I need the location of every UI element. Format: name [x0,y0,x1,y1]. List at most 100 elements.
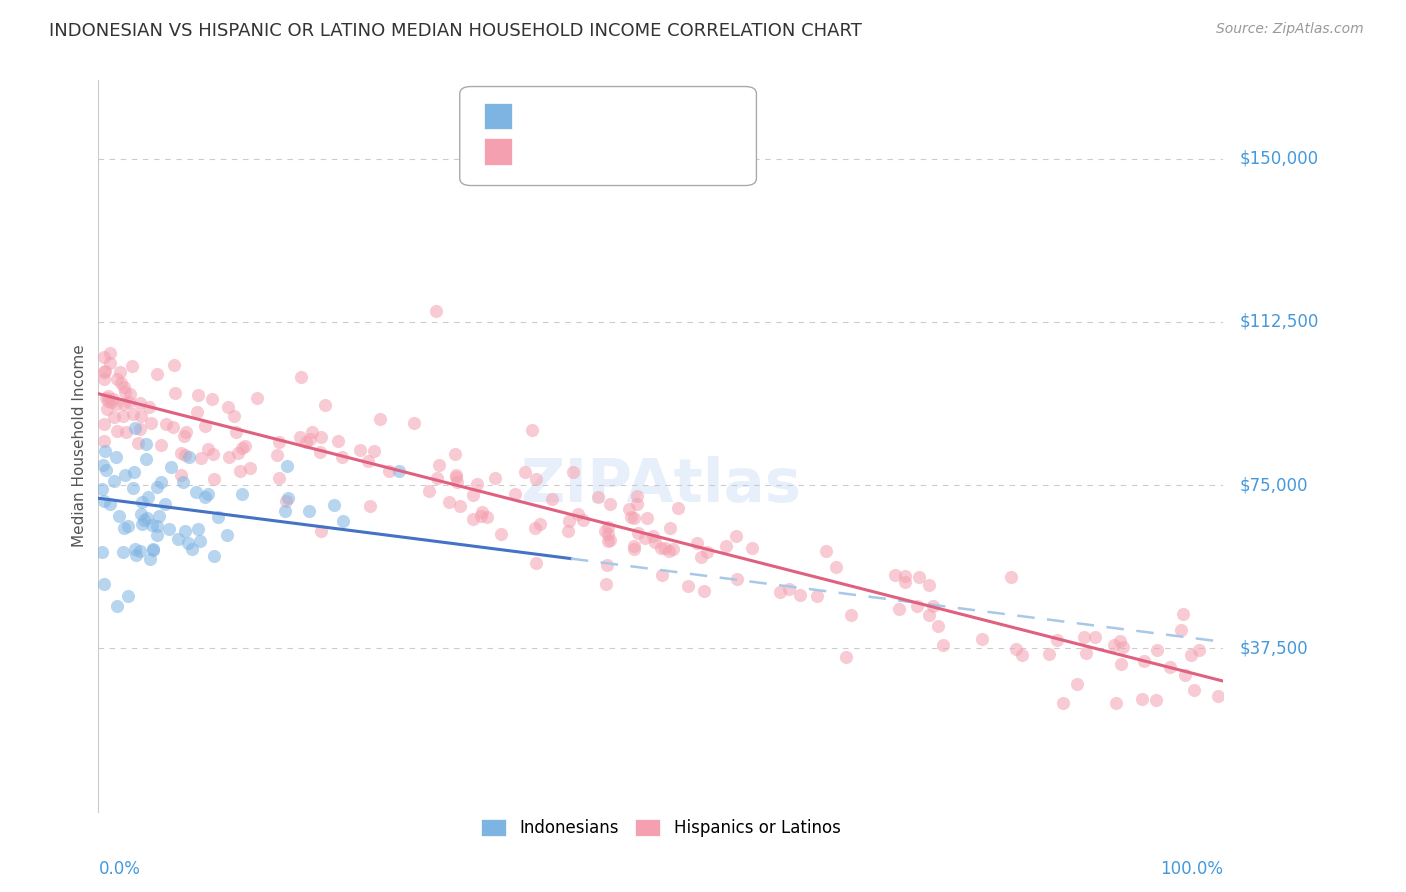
Point [112,521,135,535]
Point [1011,648,1033,663]
Point [567,507,589,521]
Point [239,460,262,475]
Point [194,490,217,504]
Point [889,602,911,616]
Point [789,588,811,602]
Point [188,534,211,549]
Point [970,632,993,646]
Point [905,599,928,613]
Point [114,425,136,439]
Point [105,599,128,614]
Point [449,499,471,513]
Point [299,433,322,447]
Point [623,541,645,556]
Point [834,649,856,664]
Point [1144,693,1167,707]
Point [596,519,619,533]
Point [596,534,619,549]
Point [173,449,195,463]
Point [894,569,917,583]
Point [626,490,648,504]
Point [177,536,200,550]
Point [105,371,128,385]
Point [170,446,193,460]
Point [174,425,197,439]
Point [138,400,160,414]
Point [226,445,249,459]
Point [778,582,800,596]
Point [1074,647,1097,661]
Point [200,392,222,406]
Legend: Indonesians, Hispanics or Latinos: Indonesians, Hispanics or Latinos [474,812,848,844]
Point [105,450,128,464]
Text: $150,000: $150,000 [1240,150,1319,168]
Point [186,405,208,419]
Point [93,434,115,449]
Point [129,396,152,410]
Point [437,495,460,509]
Point [1052,696,1074,710]
Point [202,472,225,486]
Point [93,365,115,379]
Point [277,491,299,505]
Point [593,524,616,538]
Point [103,475,125,489]
Point [524,557,547,571]
Point [103,392,125,407]
Point [427,458,450,473]
Text: $112,500: $112,500 [1240,313,1319,331]
Point [298,504,321,518]
Point [636,511,658,525]
Point [1206,689,1229,703]
Point [96,401,118,416]
Text: Source: ZipAtlas.com: Source: ZipAtlas.com [1216,22,1364,37]
Point [159,459,181,474]
Point [927,618,949,632]
Point [643,529,665,543]
Point [294,435,316,450]
Point [163,386,186,401]
Point [100,394,122,409]
Point [484,471,506,485]
Text: $75,000: $75,000 [1240,476,1309,494]
Point [503,487,526,501]
Point [1108,634,1130,648]
Point [689,549,711,564]
Point [444,470,467,484]
Point [90,545,112,559]
Point [623,540,645,554]
Point [274,504,297,518]
Point [654,541,676,556]
Point [157,523,180,537]
Point [93,444,115,458]
Point [135,511,157,525]
Point [418,483,440,498]
Point [98,356,121,370]
Point [446,467,468,482]
Point [1180,648,1202,662]
Point [359,499,381,513]
Point [290,369,312,384]
Point [187,522,209,536]
Point [202,447,225,461]
Point [117,589,139,603]
Point [190,450,212,465]
Point [207,510,229,524]
Point [90,482,112,496]
Point [617,501,640,516]
Point [301,425,323,439]
Point [94,364,117,378]
Text: R = -0.831   N = 201: R = -0.831 N = 201 [522,143,696,161]
Point [572,513,595,527]
Point [150,475,173,489]
Point [1112,640,1135,655]
Point [148,509,170,524]
Point [93,417,115,431]
Point [172,475,194,489]
Point [197,487,219,501]
Point [309,430,332,444]
Point [105,424,128,438]
Point [696,545,718,559]
Point [138,552,160,566]
Point [908,570,931,584]
